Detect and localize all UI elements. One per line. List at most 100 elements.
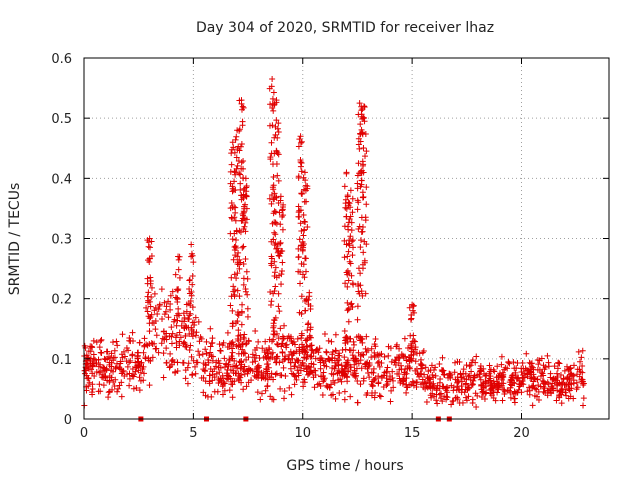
data-point xyxy=(578,354,585,361)
data-point xyxy=(175,253,182,260)
data-point xyxy=(494,389,501,396)
data-point xyxy=(229,236,236,243)
data-point xyxy=(368,354,375,361)
data-point xyxy=(200,389,207,396)
data-point xyxy=(272,219,279,226)
data-point xyxy=(563,392,570,399)
data-point xyxy=(277,221,284,228)
data-point xyxy=(182,367,189,374)
data-point xyxy=(436,391,443,398)
data-point xyxy=(358,167,365,174)
chart-title: Day 304 of 2020, SRMTID for receiver lha… xyxy=(196,20,494,36)
data-point xyxy=(229,320,236,327)
data-point xyxy=(335,376,342,383)
data-point xyxy=(365,363,372,370)
data-point xyxy=(299,247,306,254)
data-point xyxy=(501,391,508,398)
data-point xyxy=(450,384,457,391)
data-point xyxy=(307,353,314,360)
x-axis-label: GPS time / hours xyxy=(286,458,403,474)
y-tick-label: 0 xyxy=(64,413,72,428)
data-point xyxy=(273,194,280,201)
data-point xyxy=(242,175,249,182)
data-point xyxy=(287,333,294,340)
data-point xyxy=(454,379,461,386)
x-tick-label: 0 xyxy=(80,426,88,441)
data-point xyxy=(155,349,162,356)
data-point xyxy=(229,349,236,356)
y-tick-label: 0.4 xyxy=(51,172,72,187)
data-point xyxy=(354,377,361,384)
data-point xyxy=(221,363,228,370)
data-point xyxy=(338,378,345,385)
data-point xyxy=(387,345,394,352)
data-point xyxy=(426,383,433,390)
data-point xyxy=(308,360,315,367)
data-point xyxy=(462,381,469,388)
data-point xyxy=(187,342,194,349)
data-point xyxy=(325,355,332,362)
data-point xyxy=(132,359,139,366)
data-point xyxy=(436,360,443,367)
data-point xyxy=(189,281,196,288)
data-point xyxy=(502,364,509,371)
data-point xyxy=(279,333,286,340)
data-point xyxy=(270,173,277,180)
data-point xyxy=(275,151,282,158)
data-point xyxy=(371,341,378,348)
data-point xyxy=(374,360,381,367)
data-point xyxy=(439,354,446,361)
data-point xyxy=(270,322,277,329)
data-point xyxy=(311,384,318,391)
data-point xyxy=(500,386,507,393)
data-point xyxy=(409,338,416,345)
data-point xyxy=(347,233,354,240)
data-point xyxy=(167,306,174,313)
axis-ticks xyxy=(83,57,609,420)
data-point xyxy=(408,344,415,351)
data-point xyxy=(384,364,391,371)
data-point xyxy=(206,372,213,379)
data-point xyxy=(237,180,244,187)
data-point xyxy=(342,280,349,287)
data-point xyxy=(173,322,180,329)
data-point xyxy=(232,217,239,224)
data-point xyxy=(240,208,247,215)
data-point xyxy=(97,337,104,344)
data-point xyxy=(262,387,269,394)
data-point xyxy=(363,148,370,155)
data-point xyxy=(298,138,305,145)
data-point xyxy=(257,396,264,403)
data-point xyxy=(90,337,97,344)
data-point xyxy=(274,245,281,252)
data-point xyxy=(143,304,150,311)
data-point xyxy=(243,268,250,275)
data-point xyxy=(556,391,563,398)
data-point xyxy=(360,249,367,256)
data-point xyxy=(231,178,238,185)
data-point xyxy=(330,371,337,378)
data-point xyxy=(163,345,170,352)
data-point xyxy=(174,294,181,301)
data-point xyxy=(233,227,240,234)
data-point xyxy=(282,372,289,379)
data-point xyxy=(499,369,506,376)
data-point xyxy=(271,258,278,265)
data-point xyxy=(221,387,228,394)
data-point xyxy=(209,377,216,384)
data-point xyxy=(169,288,176,295)
data-point xyxy=(544,379,551,386)
data-point xyxy=(321,376,328,383)
data-point xyxy=(356,145,363,152)
data-point xyxy=(408,315,415,322)
data-point xyxy=(354,172,361,179)
data-point xyxy=(245,337,252,344)
data-point xyxy=(189,372,196,379)
data-point xyxy=(168,333,175,340)
data-point xyxy=(88,389,95,396)
data-point xyxy=(100,364,107,371)
data-point xyxy=(579,347,586,354)
data-point xyxy=(580,395,587,402)
data-point xyxy=(116,363,123,370)
data-point xyxy=(208,393,215,400)
